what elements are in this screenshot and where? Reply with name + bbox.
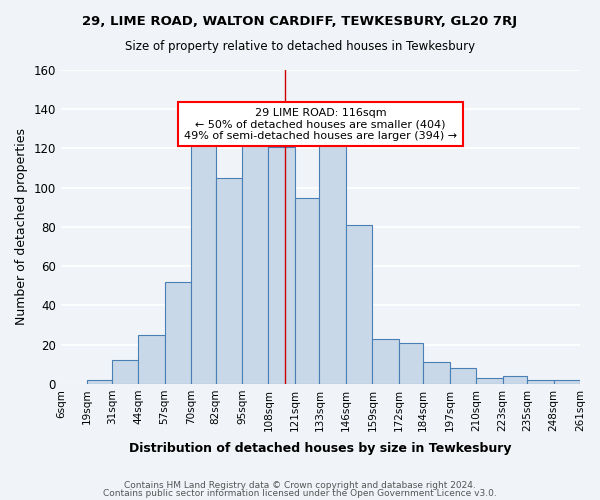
Bar (242, 144, 268, 384)
Bar (215, 178, 242, 384)
Bar (319, 142, 346, 384)
Bar (399, 342, 423, 384)
Bar (476, 378, 503, 384)
Bar (373, 339, 399, 384)
Bar (527, 380, 554, 384)
Bar (423, 362, 449, 384)
Text: 29 LIME ROAD: 116sqm
← 50% of detached houses are smaller (404)
49% of semi-deta: 29 LIME ROAD: 116sqm ← 50% of detached h… (184, 108, 457, 141)
Bar (449, 368, 476, 384)
Bar (112, 360, 138, 384)
Bar (164, 282, 191, 384)
Bar (503, 376, 527, 384)
Bar (87, 380, 112, 384)
Text: Contains HM Land Registry data © Crown copyright and database right 2024.: Contains HM Land Registry data © Crown c… (124, 481, 476, 490)
Text: Size of property relative to detached houses in Tewkesbury: Size of property relative to detached ho… (125, 40, 475, 53)
Text: Contains public sector information licensed under the Open Government Licence v3: Contains public sector information licen… (103, 488, 497, 498)
Bar (346, 225, 373, 384)
Bar (268, 146, 295, 384)
Bar (191, 127, 215, 384)
Y-axis label: Number of detached properties: Number of detached properties (15, 128, 28, 326)
Bar (554, 380, 580, 384)
X-axis label: Distribution of detached houses by size in Tewkesbury: Distribution of detached houses by size … (129, 442, 512, 455)
Bar (138, 335, 164, 384)
Text: 29, LIME ROAD, WALTON CARDIFF, TEWKESBURY, GL20 7RJ: 29, LIME ROAD, WALTON CARDIFF, TEWKESBUR… (82, 15, 518, 28)
Bar (295, 198, 319, 384)
